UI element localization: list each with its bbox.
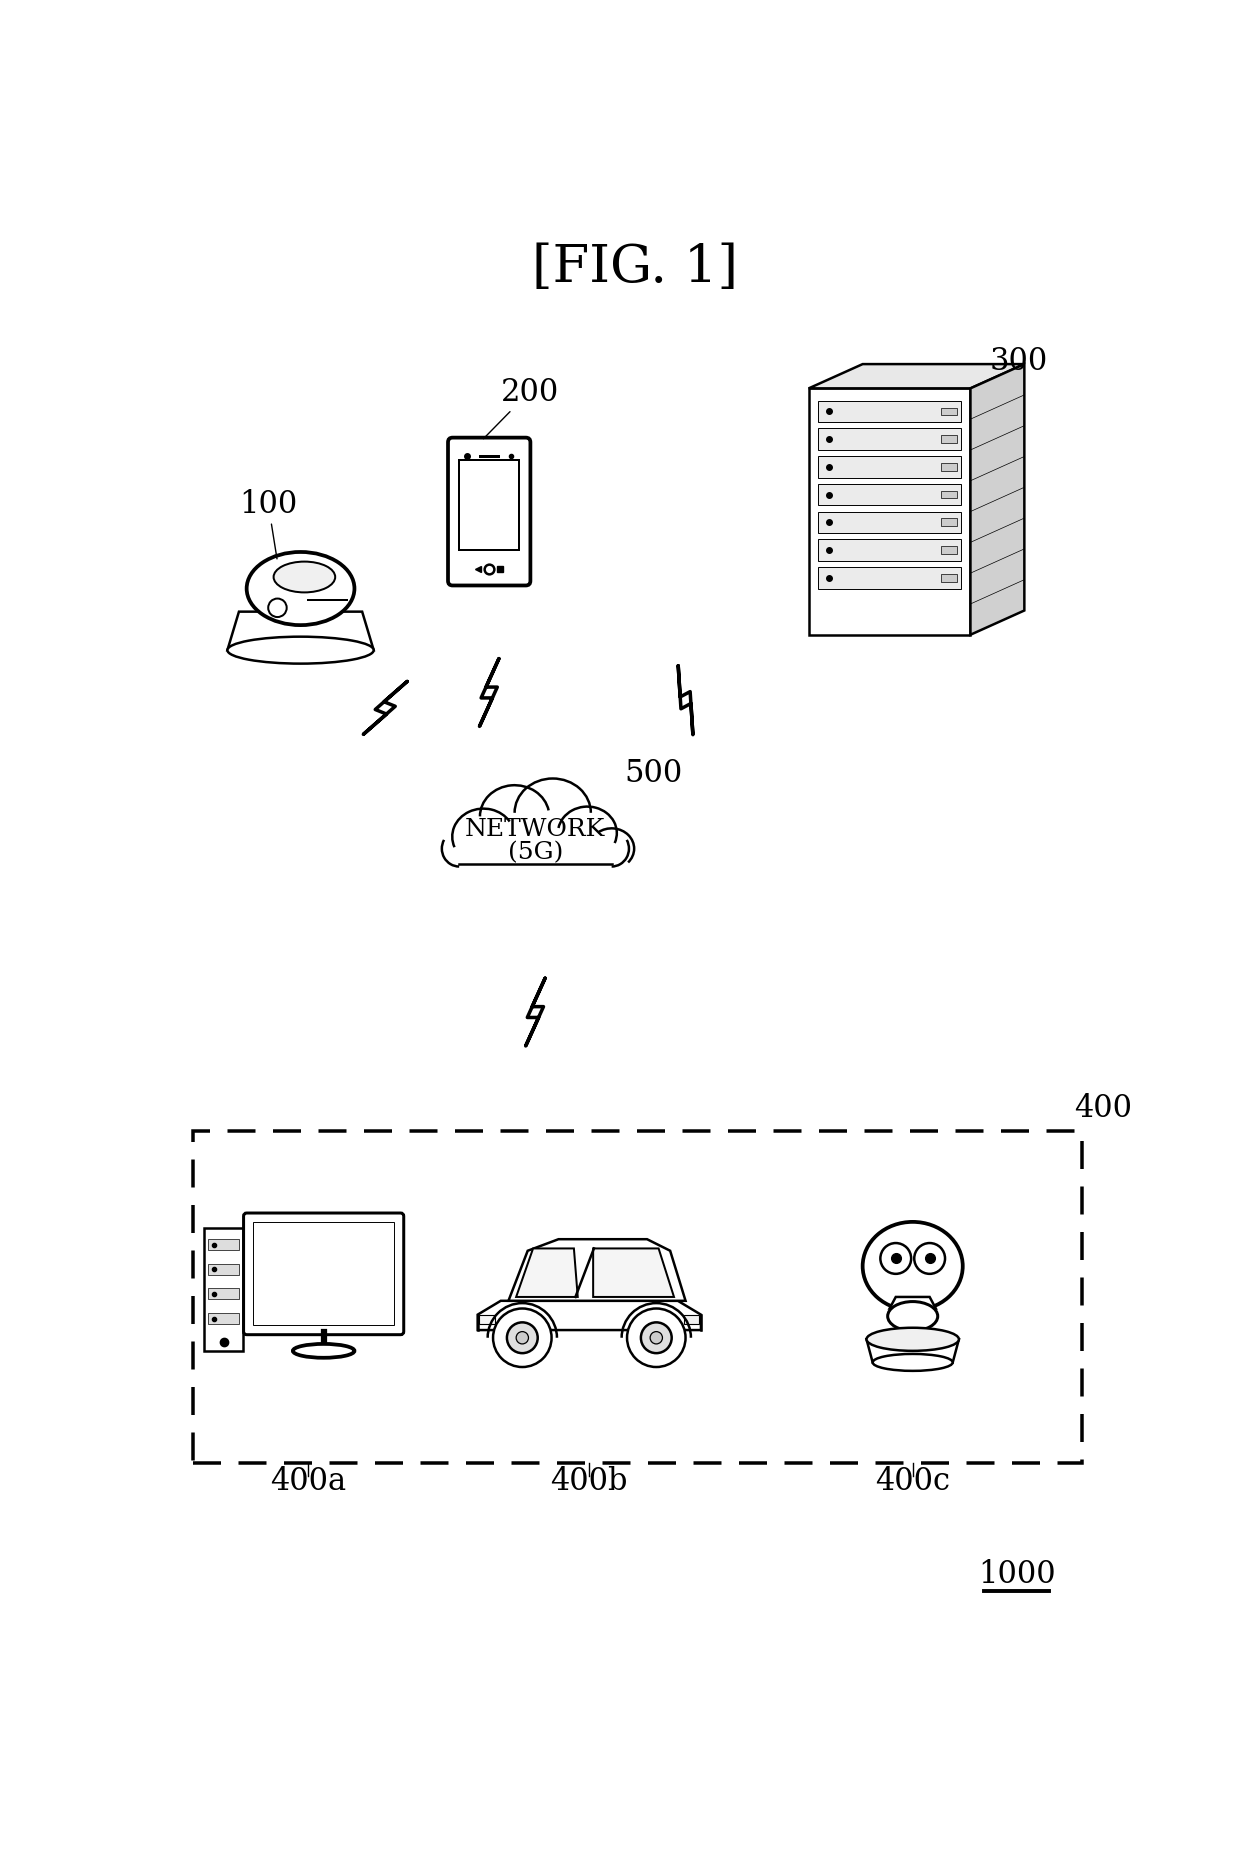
Bar [818, 457, 961, 479]
Bar [818, 401, 961, 423]
Bar [253, 1223, 394, 1325]
Bar [941, 408, 956, 416]
FancyBboxPatch shape [448, 438, 531, 585]
Ellipse shape [293, 1344, 355, 1359]
Ellipse shape [247, 554, 355, 626]
Bar [818, 485, 961, 507]
Circle shape [914, 1243, 945, 1275]
Bar [941, 520, 956, 528]
Circle shape [650, 1333, 662, 1344]
Text: (5G): (5G) [507, 841, 563, 863]
Text: 400a: 400a [270, 1465, 346, 1497]
Circle shape [494, 1309, 552, 1368]
FancyBboxPatch shape [243, 1213, 404, 1335]
Bar [208, 1314, 239, 1323]
Bar [818, 541, 961, 561]
Bar [941, 464, 956, 472]
Text: 100: 100 [239, 488, 298, 559]
Ellipse shape [227, 637, 373, 664]
Bar [479, 1314, 495, 1323]
Ellipse shape [863, 1223, 962, 1310]
Polygon shape [593, 1249, 675, 1297]
Polygon shape [889, 1297, 936, 1309]
Text: 400b: 400b [551, 1465, 627, 1497]
Text: 400: 400 [1074, 1092, 1132, 1124]
Polygon shape [508, 1240, 686, 1301]
Text: [FIG. 1]: [FIG. 1] [532, 242, 739, 293]
Bar [941, 574, 956, 582]
Bar [208, 1288, 239, 1299]
Bar [808, 390, 971, 636]
Bar [205, 1228, 243, 1351]
Bar [818, 513, 961, 533]
Ellipse shape [274, 563, 335, 593]
Text: 500: 500 [624, 757, 682, 788]
Circle shape [516, 1333, 528, 1344]
Bar [941, 546, 956, 555]
Ellipse shape [888, 1301, 937, 1331]
Bar [818, 429, 961, 451]
Bar [818, 569, 961, 589]
Bar [941, 436, 956, 444]
Bar [192, 1131, 1083, 1463]
Polygon shape [808, 365, 1024, 390]
Text: 200: 200 [484, 377, 559, 440]
Circle shape [641, 1323, 672, 1353]
Bar [941, 492, 956, 500]
Polygon shape [867, 1340, 959, 1363]
Text: 400c: 400c [875, 1465, 950, 1497]
Bar [208, 1240, 239, 1251]
Text: NETWORK: NETWORK [465, 818, 605, 841]
Polygon shape [971, 365, 1024, 636]
Circle shape [268, 598, 286, 617]
Text: 1000: 1000 [978, 1558, 1055, 1588]
Text: 300: 300 [990, 347, 1048, 377]
Polygon shape [227, 611, 373, 651]
Circle shape [880, 1243, 911, 1275]
Bar [459, 460, 520, 550]
Circle shape [507, 1323, 538, 1353]
Bar [208, 1264, 239, 1275]
Polygon shape [477, 1301, 701, 1331]
Polygon shape [516, 1249, 578, 1297]
Ellipse shape [867, 1327, 959, 1351]
Ellipse shape [873, 1355, 952, 1372]
Circle shape [627, 1309, 686, 1368]
Bar [684, 1314, 699, 1323]
